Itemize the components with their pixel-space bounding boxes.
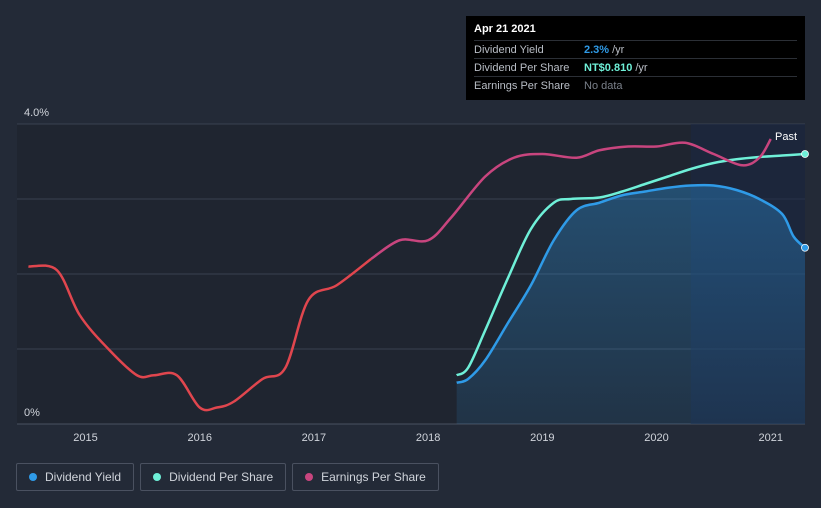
tooltip-row-earnings-per-share: Earnings Per Share No data	[474, 76, 797, 94]
dividend-chart: 4.0% 0% 2015 2016 2017 2018 2019 2020 2021 Past	[17, 107, 809, 444]
tooltip-row-dividend-per-share: Dividend Per Share NT$0.810 /yr	[474, 58, 797, 76]
legend-dividend-per-share[interactable]: Dividend Per Share	[140, 463, 287, 491]
legend-earnings-per-share[interactable]: Earnings Per Share	[292, 463, 439, 491]
dividend-yield-area	[456, 185, 805, 424]
dividend-per-share-end-dot	[801, 150, 809, 158]
x-tick-label: 2018	[416, 432, 440, 444]
legend-label: Earnings Per Share	[321, 470, 426, 484]
tooltip: Apr 21 2021 Dividend Yield 2.3% /yr Divi…	[466, 16, 805, 100]
tooltip-row-dividend-yield: Dividend Yield 2.3% /yr	[474, 40, 797, 58]
legend: Dividend Yield Dividend Per Share Earnin…	[16, 463, 439, 491]
tooltip-unit: /yr	[612, 43, 625, 56]
dividend-yield-line	[456, 183, 806, 384]
series-lines	[28, 138, 806, 412]
series-end-markers	[801, 150, 809, 252]
y-tick-label: 4.0%	[24, 107, 49, 119]
tooltip-label: Earnings Per Share	[474, 79, 570, 92]
x-tick-label: 2021	[758, 432, 782, 444]
legend-dot-icon	[153, 473, 162, 481]
legend-dividend-yield[interactable]: Dividend Yield	[16, 463, 135, 491]
y-tick-label: 0%	[24, 407, 40, 419]
tooltip-label: Dividend Yield	[474, 43, 544, 56]
tooltip-value: NT$0.810	[584, 61, 633, 74]
legend-dot-icon	[29, 473, 37, 481]
legend-dot-icon	[305, 473, 314, 481]
y-axis-labels: 4.0% 0%	[24, 107, 49, 419]
dividend-yield-end-dot	[801, 243, 809, 252]
x-tick-label: 2019	[530, 432, 554, 444]
dividend-per-share-line	[455, 152, 806, 377]
x-tick-label: 2017	[302, 432, 326, 444]
earnings-per-share-line-early	[28, 258, 372, 412]
legend-label: Dividend Per Share	[169, 470, 274, 484]
x-tick-label: 2015	[73, 432, 97, 444]
past-label: Past	[775, 131, 797, 143]
x-tick-label: 2020	[644, 432, 668, 444]
x-tick-label: 2016	[187, 432, 211, 444]
tooltip-unit: /yr	[635, 61, 648, 74]
earnings-per-share-line	[370, 138, 772, 261]
x-axis-labels: 2015 2016 2017 2018 2019 2020 2021	[73, 432, 783, 444]
tooltip-value: No data	[584, 79, 623, 92]
tooltip-date: Apr 21 2021	[474, 23, 536, 35]
series-areas	[456, 185, 805, 424]
tooltip-label: Dividend Per Share	[474, 61, 570, 74]
tooltip-value: 2.3%	[584, 43, 610, 56]
legend-label: Dividend Yield	[45, 470, 122, 484]
